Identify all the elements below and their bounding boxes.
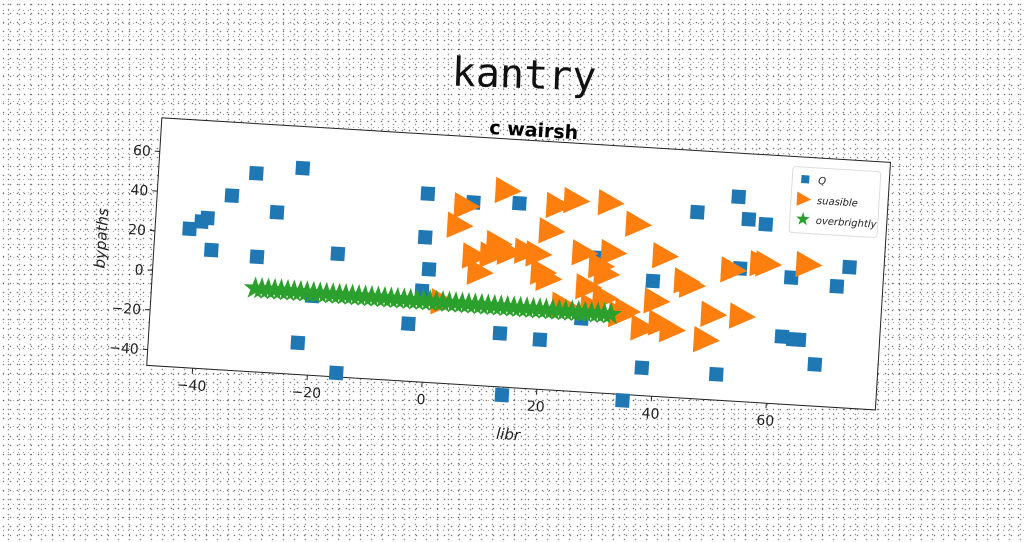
y-tick-label: −40	[109, 340, 139, 358]
q-point	[731, 189, 746, 204]
q-point	[401, 316, 416, 331]
y-tick-label: −20	[111, 301, 141, 319]
q-point	[709, 367, 724, 382]
x-tick-label: 40	[641, 406, 660, 423]
q-point	[330, 246, 345, 261]
q-point	[690, 205, 705, 220]
x-axis-label: libr	[496, 425, 522, 444]
q-point	[250, 249, 265, 264]
q-point	[493, 326, 508, 341]
q-point	[204, 243, 219, 258]
x-tick-label: −20	[291, 384, 321, 402]
q-point	[645, 274, 660, 289]
legend-marker-q	[801, 175, 809, 183]
q-point	[512, 196, 527, 211]
x-tick-label: 0	[416, 392, 426, 409]
q-point	[200, 211, 215, 226]
q-point	[615, 393, 630, 408]
q-point	[792, 332, 807, 347]
y-axis-label: bypaths	[91, 208, 113, 269]
q-point	[249, 166, 264, 181]
q-point	[270, 205, 285, 220]
x-tick-label: 60	[756, 413, 775, 430]
q-point	[290, 335, 305, 350]
q-point	[829, 279, 844, 294]
q-point	[634, 360, 649, 375]
y-tick-label: 60	[132, 143, 151, 160]
q-point	[418, 230, 433, 245]
q-point	[807, 357, 822, 372]
q-point	[295, 161, 310, 176]
q-point	[422, 262, 437, 277]
q-point	[329, 366, 344, 381]
legend-label-q: Q	[818, 176, 827, 187]
q-point	[532, 332, 547, 347]
x-tick-label: 20	[526, 399, 545, 416]
y-tick-label: 40	[130, 182, 149, 199]
q-point	[495, 388, 510, 403]
y-tick-label: 0	[134, 262, 144, 279]
y-tick-label: 20	[128, 222, 147, 239]
q-point	[741, 212, 756, 227]
x-tick-label: −40	[176, 377, 206, 395]
q-point	[420, 186, 435, 201]
q-point	[758, 217, 773, 232]
q-point	[225, 188, 240, 203]
q-point	[842, 260, 857, 275]
